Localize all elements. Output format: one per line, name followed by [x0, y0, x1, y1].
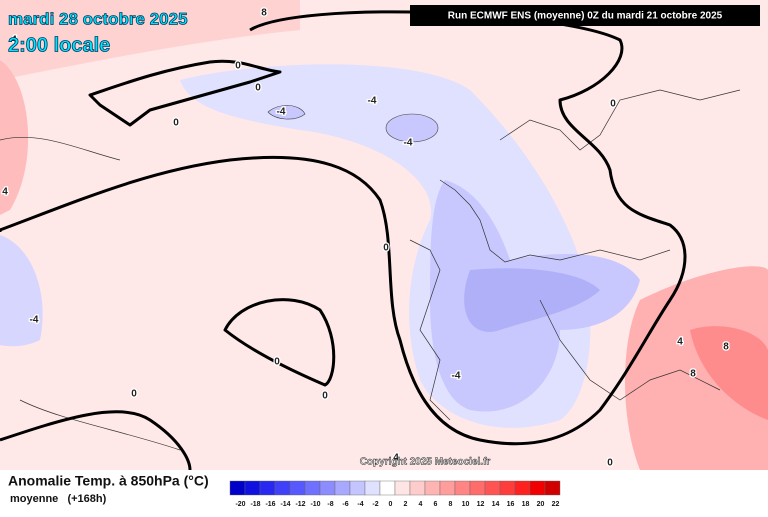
contour-label: 8 [690, 369, 696, 380]
color-swatch [469, 480, 486, 496]
legend-subtitle: moyenne (+168h) [10, 493, 107, 505]
color-scale: -20 -18 -16 -14 -12 -10 -8 -6 -4 -2 0 2 4 6 8 10 12 14 16 1… [229, 480, 561, 508]
color-swatch [484, 480, 501, 496]
run-label: Run ECMWF ENS (moyenne) 0Z du mardi 21 o… [448, 11, 723, 22]
contour-labels: 8 4 0 0 0 -4 -4 -4 0 0 0 0 0 -4 -4 4 8 8 4 0 4 [1, 6, 731, 470]
color-swatch [439, 480, 456, 496]
copyright: Copyright 2025 Meteociel.fr [360, 457, 491, 468]
scale-label: -10 [310, 501, 320, 508]
contour-label: 0 [235, 61, 241, 72]
color-swatch [529, 480, 546, 496]
color-swatch [379, 480, 396, 496]
scale-label: 20 [537, 501, 545, 508]
scale-label: 8 [449, 501, 453, 508]
scale-label: -4 [357, 501, 363, 508]
scale-label: 12 [477, 501, 485, 508]
contour-label: 0 [274, 357, 280, 368]
color-swatch [409, 480, 426, 496]
color-swatch [514, 480, 531, 496]
scale-label: 22 [552, 501, 560, 508]
contour-label: -4 [404, 138, 413, 149]
scale-label: 14 [492, 501, 500, 508]
contour-label: -4 [30, 315, 39, 326]
color-swatch [544, 480, 561, 496]
color-swatch [349, 480, 366, 496]
contour-label: 4 [11, 35, 17, 46]
scale-label: 4 [419, 501, 423, 508]
scale-label: -18 [250, 501, 260, 508]
color-swatch [454, 480, 471, 496]
contour-label: 8 [723, 342, 729, 353]
color-swatch [394, 480, 411, 496]
contour-label: 0 [131, 389, 137, 400]
contour-label: 4 [677, 337, 683, 348]
contour-label: -4 [277, 107, 286, 118]
scale-label: -8 [327, 501, 333, 508]
color-swatch [274, 480, 291, 496]
scale-label: -16 [265, 501, 275, 508]
scale-label: 0 [389, 501, 393, 508]
contour-label: -4 [368, 96, 377, 107]
contour-label: 0 [610, 99, 616, 110]
scale-label: 10 [462, 501, 470, 508]
scale-label: -14 [280, 501, 290, 508]
contour-label: 4 [393, 453, 399, 464]
contour-label: 8 [261, 8, 267, 19]
contour-label: 0 [607, 458, 613, 469]
color-swatch [319, 480, 336, 496]
contour-label: 0 [383, 243, 389, 254]
scale-label: -6 [342, 501, 348, 508]
color-swatch [424, 480, 441, 496]
run-box [410, 5, 760, 26]
scale-label: -2 [372, 501, 378, 508]
color-swatch [289, 480, 306, 496]
color-swatch [364, 480, 381, 496]
contour-label: -4 [452, 371, 461, 382]
scale-label: 2 [404, 501, 408, 508]
time-label: 2:00 locale [8, 34, 110, 56]
color-swatch [259, 480, 276, 496]
contour-label: 0 [322, 391, 328, 402]
color-swatch [334, 480, 351, 496]
map [0, 0, 768, 471]
color-swatch [244, 480, 261, 496]
contour-label: 4 [2, 187, 8, 198]
color-swatch [229, 480, 246, 496]
scale-label: 16 [507, 501, 515, 508]
scale-label: 18 [522, 501, 530, 508]
contour-label: 0 [173, 118, 179, 129]
color-swatch [499, 480, 516, 496]
scale-label: -20 [235, 501, 245, 508]
contour-label: 0 [255, 83, 261, 94]
scale-label: -12 [295, 501, 305, 508]
scale-label: 6 [434, 501, 438, 508]
map-title: mardi 28 octobre 2025 [8, 9, 188, 28]
legend-title: Anomalie Temp. à 850hPa (°C) [8, 473, 209, 489]
color-swatch [304, 480, 321, 496]
